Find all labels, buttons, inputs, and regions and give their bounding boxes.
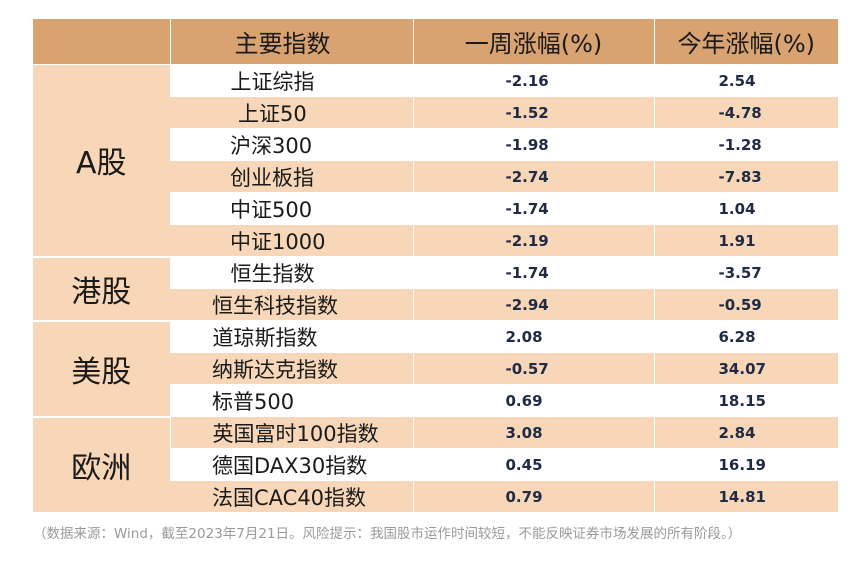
ytd-change-value: -3.57	[653, 256, 838, 289]
index-name: 德国DAX30指数	[170, 448, 413, 481]
week-change-value: -0.57	[412, 352, 654, 385]
header-index: 主要指数	[169, 19, 413, 65]
week-change-value: -1.52	[412, 96, 654, 129]
week-change-value: 0.79	[412, 480, 654, 513]
ytd-change-value: 2.54	[653, 64, 838, 97]
table-row: 纳斯达克指数 -0.57 34.07	[33, 352, 838, 385]
data-source-footnote: （数据来源：Wind，截至2023年7月21日。风险提示：我国股市运作时间较短，…	[33, 526, 742, 542]
ytd-change-value: 1.04	[653, 192, 838, 225]
table-row: 欧洲 英国富时100指数 3.08 2.84	[33, 416, 838, 514]
header-region-blank	[33, 19, 170, 65]
table-row: 创业板指 -2.74 -7.83	[33, 160, 838, 193]
week-change-value: -1.74	[412, 192, 654, 225]
table-row: 港股 恒生指数 -1.74 -3.57	[33, 256, 838, 322]
ytd-change-value: -7.83	[653, 160, 838, 193]
table-row: 上证50 -1.52 -4.78	[33, 96, 838, 129]
index-name: 上证综指	[169, 64, 413, 97]
week-change-value: -2.19	[412, 224, 654, 257]
ytd-change-value: 34.07	[653, 352, 838, 385]
index-name: 上证50	[170, 96, 413, 129]
ytd-change-value: -4.78	[653, 96, 838, 129]
index-name: 英国富时100指数	[169, 416, 413, 449]
week-change-value: -2.16	[412, 64, 654, 97]
table-row: A股 上证综指 -2.16 2.54	[33, 64, 838, 258]
table-row: 标普500 0.69 18.15	[33, 384, 838, 417]
index-performance-table-container: 主要指数 一周涨幅(%) 今年涨幅(%) A股 上证综指 -2.16 2.54 上证50…	[33, 19, 838, 514]
ytd-change-value: -1.28	[653, 128, 838, 161]
ytd-change-value: 6.28	[653, 320, 838, 353]
index-name: 恒生指数	[169, 256, 413, 289]
index-name: 中证500	[170, 192, 413, 225]
week-change-value: -2.74	[412, 160, 654, 193]
table-row: 美股 道琼斯指数 2.08 6.28	[33, 320, 838, 418]
ytd-change-value: 14.81	[653, 480, 838, 513]
index-name: 沪深300	[170, 128, 413, 161]
index-name: 恒生科技指数	[170, 288, 413, 321]
header-week-change: 一周涨幅(%)	[412, 19, 654, 65]
ytd-change-value: 2.84	[653, 416, 838, 449]
index-name: 法国CAC40指数	[170, 480, 413, 513]
ytd-change-value: -0.59	[653, 288, 838, 321]
table-header-row: 主要指数 一周涨幅(%) 今年涨幅(%)	[33, 19, 838, 65]
week-change-value: 2.08	[412, 320, 654, 353]
table-row: 法国CAC40指数 0.79 14.81	[33, 480, 838, 513]
table-row: 德国DAX30指数 0.45 16.19	[33, 448, 838, 481]
ytd-change-value: 1.91	[653, 224, 838, 257]
header-ytd-change: 今年涨幅(%)	[653, 19, 838, 65]
region-label: 港股	[33, 256, 170, 322]
table-row: 恒生科技指数 -2.94 -0.59	[33, 288, 838, 321]
index-name: 道琼斯指数	[169, 320, 413, 353]
index-name: 中证1000	[170, 224, 413, 257]
ytd-change-value: 18.15	[653, 384, 838, 417]
region-label: 欧洲	[33, 416, 170, 514]
week-change-value: -1.98	[412, 128, 654, 161]
index-name: 标普500	[170, 384, 413, 417]
index-name: 创业板指	[170, 160, 413, 193]
week-change-value: 0.69	[412, 384, 654, 417]
week-change-value: 0.45	[412, 448, 654, 481]
table-body: A股 上证综指 -2.16 2.54 上证50 -1.52 -4.78 沪深300 -1.98-…	[33, 64, 838, 514]
week-change-value: -1.74	[412, 256, 654, 289]
table-row: 中证1000 -2.19 1.91	[33, 224, 838, 257]
week-change-value: -2.94	[412, 288, 654, 321]
region-label: A股	[33, 64, 170, 258]
index-performance-table: 主要指数 一周涨幅(%) 今年涨幅(%) A股 上证综指 -2.16 2.54 上证50…	[33, 19, 838, 514]
ytd-change-value: 16.19	[653, 448, 838, 481]
week-change-value: 3.08	[412, 416, 654, 449]
table-row: 沪深300 -1.98 -1.28	[33, 128, 838, 161]
table-row: 中证500 -1.74 1.04	[33, 192, 838, 225]
index-name: 纳斯达克指数	[170, 352, 413, 385]
region-label: 美股	[33, 320, 170, 418]
